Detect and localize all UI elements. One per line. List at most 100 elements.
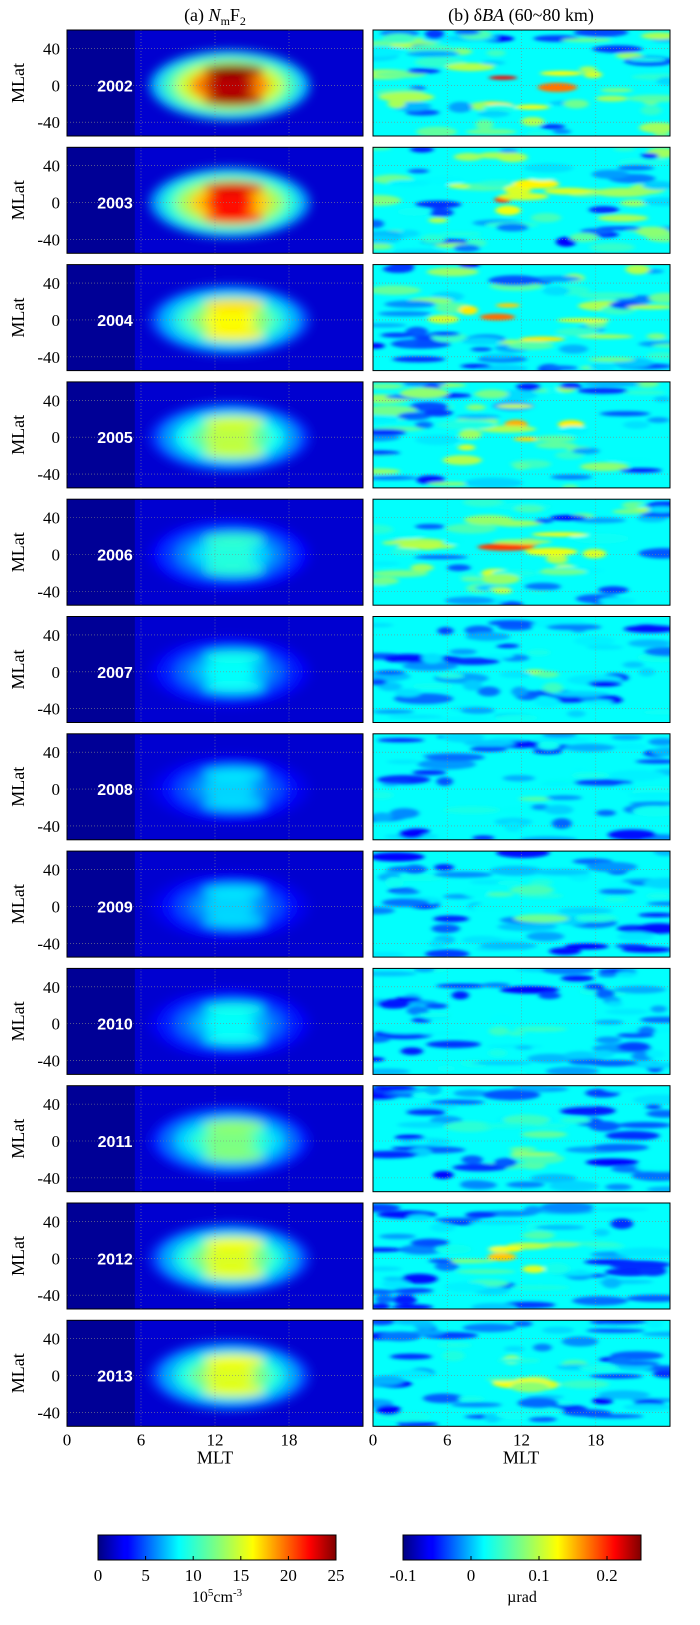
year-label: 2005 (97, 430, 133, 447)
y-tick-label: 40 (43, 861, 60, 880)
y-tick-label: 40 (43, 743, 60, 762)
x-tick-label: 0 (63, 1430, 72, 1449)
y-tick-label: 0 (52, 428, 61, 447)
y-tick-label: 0 (52, 311, 61, 330)
x-tick-label: 6 (443, 1430, 452, 1449)
colorbar-a (97, 1534, 337, 1561)
y-tick-label: -40 (37, 934, 60, 953)
y-tick-label: -40 (37, 1286, 60, 1305)
dba-panel-2011 (372, 1085, 671, 1193)
y-tick-label: 40 (43, 1095, 60, 1114)
y-tick-label: 40 (43, 157, 60, 176)
dba-panel-2012 (372, 1202, 671, 1310)
x-tick-label: 0 (369, 1430, 378, 1449)
y-tick-label: 0 (52, 897, 61, 916)
dba-panel-2013 (372, 1319, 671, 1427)
y-tick-label: 0 (52, 1132, 61, 1151)
nmf2-panel-2011: 40 0 -40 2011 MLat (8, 1085, 364, 1193)
y-tick-label: -40 (37, 700, 60, 719)
y-tick-label: 0 (52, 780, 61, 799)
y-tick-label: 40 (43, 39, 60, 58)
y-axis-label: MLat (8, 884, 28, 924)
year-label: 2006 (97, 548, 133, 565)
colorbar-a-tick: 15 (232, 1566, 249, 1585)
y-tick-label: 40 (43, 509, 60, 528)
year-label: 2011 (98, 1134, 133, 1151)
dba-panel-2002 (372, 29, 671, 137)
dba-panel-2004 (372, 264, 671, 372)
y-axis-label: MLat (8, 180, 28, 220)
x-tick-label: 6 (137, 1430, 146, 1449)
y-tick-label: 40 (43, 274, 60, 293)
y-tick-label: 0 (52, 194, 61, 213)
colorbar-a-tick: 20 (280, 1566, 297, 1585)
y-tick-label: 0 (52, 1367, 61, 1386)
nmf2-panel-2010: 40 0 -40 2010 MLat (8, 967, 364, 1075)
dba-panel-2007 (372, 616, 671, 723)
y-tick-label: 40 (43, 1212, 60, 1231)
colorbar-b-unit: µrad (507, 1589, 537, 1606)
y-tick-label: -40 (37, 1169, 60, 1188)
year-label: 2002 (97, 78, 133, 95)
nmf2-panel-2004: 40 0 -40 2004 MLat (8, 264, 364, 372)
colorbar-a-tick: 5 (141, 1566, 150, 1585)
y-tick-label: -40 (37, 817, 60, 836)
year-label: 2012 (97, 1251, 133, 1268)
nmf2-panel-2002: 40 0 -40 2002 MLat (8, 29, 364, 137)
y-axis-label: MLat (8, 298, 28, 338)
nmf2-panel-2006: 40 0 -40 2006 MLat (8, 498, 364, 606)
y-axis-label: MLat (8, 1236, 28, 1276)
dba-panel-2003 (372, 146, 671, 254)
nmf2-panel-2012: 40 0 -40 2012 MLat (8, 1202, 364, 1310)
year-label: 2003 (97, 196, 133, 213)
y-tick-label: 0 (52, 76, 61, 95)
x-tick-label: 12 (207, 1430, 224, 1449)
colorbar-b-tick: -0.1 (390, 1566, 417, 1585)
year-label: 2010 (97, 1017, 133, 1034)
colorbar-b-tick: 0 (467, 1566, 476, 1585)
panel-a-title: (a) NmF2 (184, 5, 246, 28)
y-tick-label: 40 (43, 626, 60, 645)
y-tick-label: 40 (43, 1330, 60, 1349)
y-axis-label: MLat (8, 63, 28, 103)
colorbar-b-tick: 0.2 (596, 1566, 617, 1585)
nmf2-panel-2003: 40 0 -40 2003 MLat (8, 146, 364, 254)
y-tick-label: 0 (52, 663, 61, 682)
nmf2-panel-2005: 40 0 -40 2005 MLat (8, 381, 364, 489)
y-tick-label: -40 (37, 1403, 60, 1422)
year-label: 2013 (97, 1369, 133, 1386)
colorbar-b (402, 1534, 642, 1561)
y-axis-label: MLat (8, 767, 28, 807)
y-tick-label: -40 (37, 1052, 60, 1071)
nmf2-panel-2008: 40 0 -40 2008 MLat (8, 733, 364, 841)
y-axis-label: MLat (8, 1119, 28, 1159)
dba-panel-2008 (372, 733, 671, 841)
y-tick-label: -40 (37, 230, 60, 249)
nmf2-panel-2007: 40 0 -40 2007 MLat (8, 616, 364, 723)
y-tick-label: 40 (43, 391, 60, 410)
colorbar-b-tick: 0.1 (528, 1566, 549, 1585)
y-tick-label: 0 (52, 1249, 61, 1268)
x-axis-label-a: MLT (197, 1447, 233, 1467)
colorbar-a-tick: 0 (94, 1566, 103, 1585)
dba-panel-2009 (372, 850, 671, 958)
year-label: 2004 (97, 313, 133, 330)
colorbar-a-unit: 105cm-3 (192, 1587, 243, 1606)
y-tick-label: -40 (37, 348, 60, 367)
colorbar-a-tick: 10 (185, 1566, 202, 1585)
y-tick-label: 0 (52, 1015, 61, 1034)
x-axis-label-b: MLT (503, 1447, 539, 1467)
y-tick-label: -40 (37, 113, 60, 132)
nmf2-panel-2013: 40 0 -40 2013 MLat (8, 1319, 364, 1427)
dba-panel-2005 (372, 381, 671, 489)
y-axis-label: MLat (8, 650, 28, 690)
panel-b-title: (b) δBA (60~80 km) (448, 5, 594, 26)
nmf2-panel-2009: 40 0 -40 2009 MLat (8, 850, 364, 958)
y-tick-label: -40 (37, 465, 60, 484)
y-tick-label: 40 (43, 978, 60, 997)
y-axis-label: MLat (8, 415, 28, 455)
year-label: 2008 (97, 782, 133, 799)
x-tick-label: 18 (587, 1430, 604, 1449)
dba-panel-2006 (372, 498, 671, 606)
